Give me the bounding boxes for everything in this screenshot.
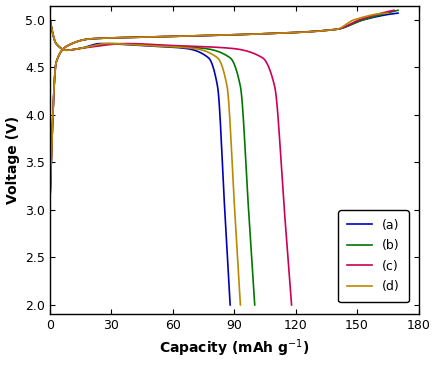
(b) — [48, 198, 53, 203]
(d) — [230, 32, 235, 37]
Line: (b): (b) — [50, 10, 398, 200]
(c) — [392, 8, 397, 12]
(c) — [252, 32, 257, 36]
Line: (a): (a) — [50, 13, 398, 200]
(a) — [48, 198, 53, 203]
(a) — [215, 33, 220, 38]
(b) — [236, 32, 241, 37]
(d) — [208, 33, 213, 38]
(c) — [329, 28, 334, 32]
Legend: (a), (b), (c), (d): (a), (b), (c), (d) — [338, 210, 409, 302]
(c) — [233, 32, 238, 37]
(c) — [213, 33, 218, 38]
(b) — [255, 32, 260, 36]
(a) — [236, 32, 241, 37]
Y-axis label: Voltage (V): Voltage (V) — [6, 116, 20, 204]
(a) — [333, 27, 338, 32]
(d) — [324, 28, 330, 32]
(a) — [213, 33, 218, 38]
(c) — [211, 33, 216, 38]
(c) — [48, 198, 53, 203]
(c) — [383, 10, 388, 14]
(a) — [387, 12, 392, 16]
(d) — [377, 11, 382, 16]
(b) — [213, 33, 218, 38]
Line: (c): (c) — [50, 10, 394, 200]
(d) — [48, 198, 53, 203]
(d) — [249, 32, 254, 36]
Line: (d): (d) — [50, 13, 388, 200]
X-axis label: Capacity (mAh g$^{-1}$): Capacity (mAh g$^{-1}$) — [159, 338, 310, 360]
(b) — [395, 8, 401, 12]
(b) — [215, 33, 220, 38]
(a) — [255, 32, 260, 36]
(b) — [333, 27, 338, 32]
(a) — [395, 11, 401, 15]
(b) — [387, 10, 392, 15]
(d) — [210, 33, 215, 38]
(d) — [385, 11, 390, 15]
